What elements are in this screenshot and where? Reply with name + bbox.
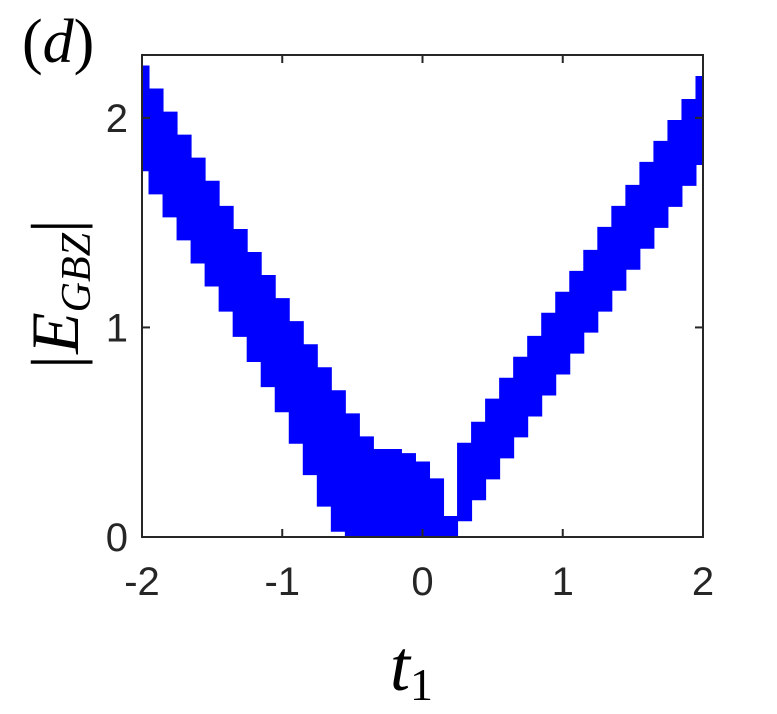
y-tick-label: 2 — [106, 97, 128, 141]
x-tick-label: 0 — [411, 560, 433, 604]
y-axis-label-part: | — [17, 219, 93, 233]
y-tick-label: 0 — [106, 516, 128, 560]
panel-label-part: ) — [74, 8, 95, 76]
x-tick-label: 1 — [552, 560, 574, 604]
panel-label-part: d — [43, 8, 75, 76]
plot-area — [142, 65, 703, 537]
x-tick-label: -2 — [124, 560, 160, 604]
x-tick-label: -1 — [264, 560, 300, 604]
panel-label: (d) — [22, 8, 94, 76]
x-tick-label: 2 — [692, 560, 714, 604]
y-tick-label: 1 — [106, 306, 128, 350]
x-axis-label-part: t — [390, 626, 412, 706]
x-axis-label-part: 1 — [410, 659, 433, 710]
panel-label-part: ( — [22, 8, 43, 76]
y-axis-label: |EGBZ| — [17, 219, 100, 372]
y-axis-label-part: GBZ — [54, 232, 100, 312]
x-axis-label: t1 — [390, 626, 433, 710]
y-axis-label-part: |E — [17, 312, 93, 372]
